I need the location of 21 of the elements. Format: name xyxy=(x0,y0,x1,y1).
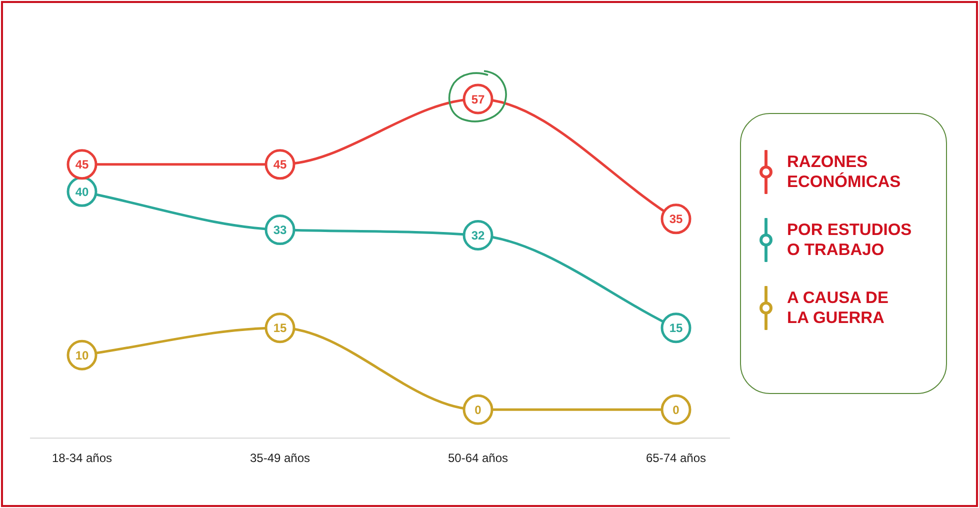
point xyxy=(660,394,692,425)
data-label: 0 xyxy=(672,402,680,417)
data-label: 15 xyxy=(273,321,287,336)
data-label: 33 xyxy=(273,223,287,238)
data-label: 35 xyxy=(669,212,683,226)
x-tick-label: 35-49 años xyxy=(250,451,310,466)
data-label: 45 xyxy=(273,158,287,172)
data-label: 0 xyxy=(474,402,482,417)
point xyxy=(462,394,494,425)
data-label: 40 xyxy=(75,184,89,199)
x-tick-label: 65-74 años xyxy=(646,451,706,466)
legend-label: POR ESTUDIOS O TRABAJO xyxy=(787,220,913,260)
legend-label: RAZONES ECONÓMICAS xyxy=(787,152,902,192)
data-label: 57 xyxy=(471,92,485,106)
data-label: 10 xyxy=(75,348,89,362)
data-label: 45 xyxy=(75,158,89,172)
data-label: 32 xyxy=(471,228,485,243)
data-label: 15 xyxy=(669,321,683,336)
x-tick-label: 18-34 años xyxy=(52,451,112,466)
legend-label: A CAUSA DE LA GUERRA xyxy=(787,288,890,328)
x-tick-label: 50-64 años xyxy=(448,451,508,466)
